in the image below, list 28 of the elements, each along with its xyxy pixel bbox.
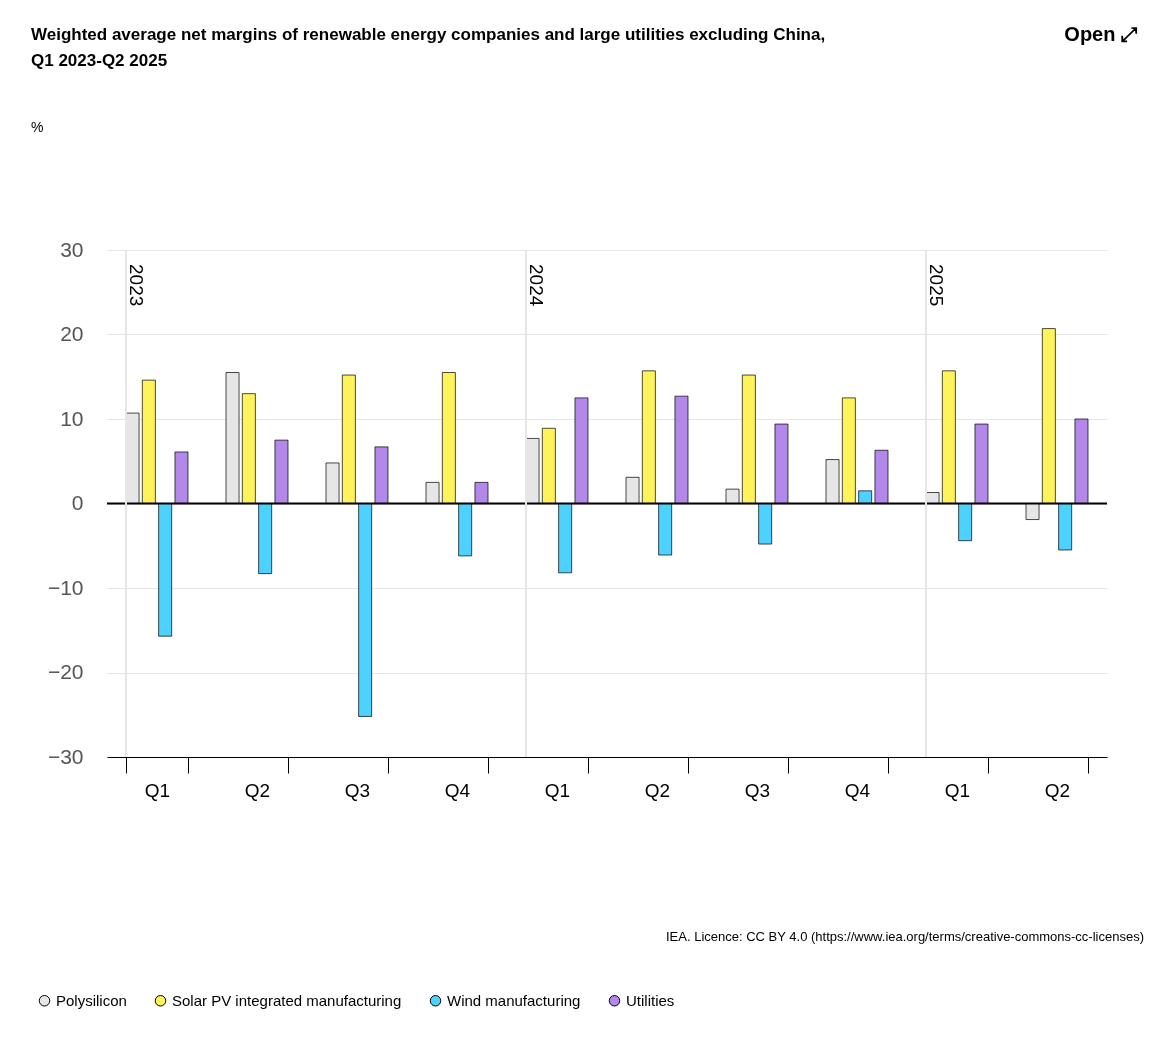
legend-label: Utilities [626, 991, 675, 1009]
text: % [31, 119, 44, 135]
y-tick-label: −30 [47, 744, 84, 768]
y-tick-label: −10 [47, 575, 84, 599]
legend-label: Solar PV integrated manufacturing [172, 991, 402, 1009]
y-tick-label: −20 [47, 660, 84, 683]
x-tick-label: Q2 [1044, 779, 1071, 801]
x-tick-label: Q3 [744, 779, 771, 801]
annotation: 2024 [526, 264, 547, 307]
annotation: 2023 [126, 264, 147, 307]
x-tick-label: Q2 [244, 779, 271, 801]
legend-label: Polysilicon [56, 991, 127, 1009]
y-tick-label: 20 [60, 322, 84, 345]
legend-label: Wind manufacturing [447, 991, 581, 1009]
y-tick-label: 30 [60, 237, 84, 261]
x-tick-label: Q2 [644, 779, 671, 801]
x-tick-label: Q4 [844, 779, 871, 801]
chart-title: Weighted average net margins of renewable energy companies and large utilities excluding China, Q1 2023-Q2 2025 [31, 25, 826, 70]
x-tick-label: Q1 [944, 779, 971, 801]
y-tick-label: 0 [71, 491, 84, 514]
text: Open ⤢ [1064, 23, 1138, 45]
x-tick-label: Q3 [344, 779, 371, 801]
x-tick-label: Q1 [544, 779, 571, 801]
x-tick-label: Q4 [444, 779, 471, 801]
text: IEA. Licence: CC BY 4.0 (https://www.iea.org/terms/creative-commons-cc-licenses) [665, 929, 1144, 944]
x-tick-label: Q1 [144, 779, 171, 801]
y-tick-label: 10 [60, 406, 84, 430]
annotation: 2025 [926, 264, 947, 307]
